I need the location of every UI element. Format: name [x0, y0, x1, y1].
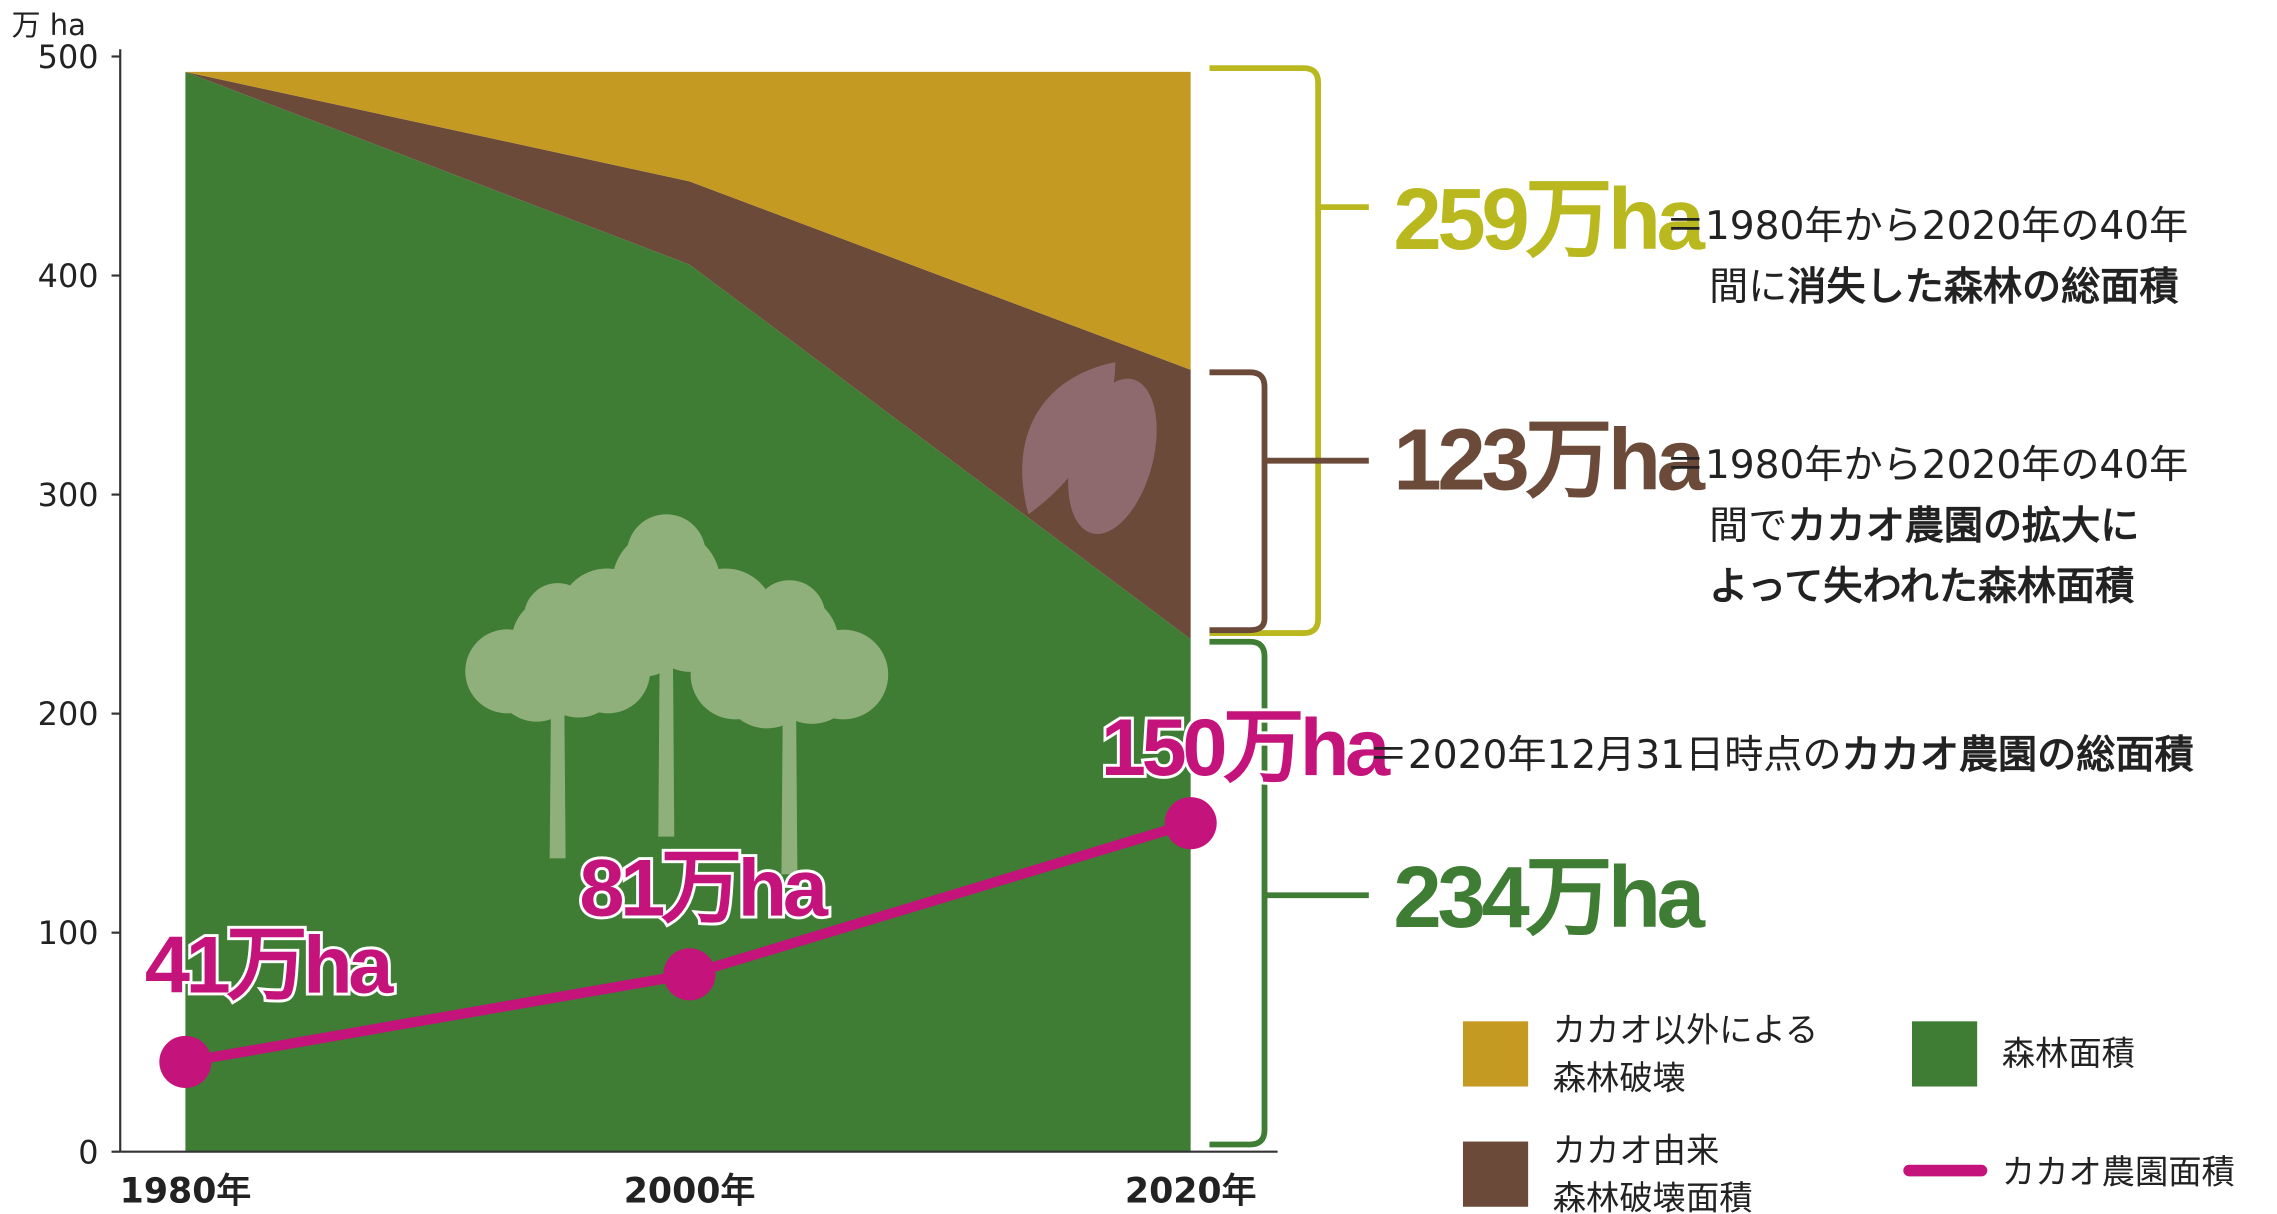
annotation-segment: ＝2020年12月31日時点の — [1369, 733, 1842, 778]
cacao-leaf — [1022, 362, 1116, 515]
y-tick-label: 300 — [38, 476, 99, 514]
bracket-cacao — [1209, 369, 1369, 634]
annotation-value: 123万ha — [1393, 412, 1705, 509]
cacao-pod — [1068, 378, 1157, 535]
y-tick-label: 100 — [38, 914, 99, 952]
brackets — [1209, 65, 1369, 1148]
illustration — [465, 362, 1157, 875]
bracket-forest — [1209, 638, 1369, 1148]
y-axis-label: 万 ha — [12, 8, 86, 42]
annotation-text: 間に消失した森林の総面積 — [1709, 265, 2178, 310]
x-tick-label: 2000年 — [624, 1171, 755, 1211]
annotation-text: 間でカカオ農園の拡大に — [1709, 504, 2139, 549]
annotation-text: ＝1980年から2020年の40年 — [1666, 443, 2189, 488]
y-tick-label: 500 — [38, 38, 99, 76]
x-tick-label: 1980年 — [120, 1171, 251, 1211]
legend-label: カカオ以外による — [1553, 1011, 1818, 1050]
legend-label: カカオ由来 — [1553, 1131, 1719, 1170]
tree-crown — [641, 573, 741, 672]
legend-swatch — [1462, 1141, 1529, 1207]
annotation-value: 234万ha — [1393, 849, 1705, 946]
annotation-segment: 間に — [1709, 265, 1787, 310]
legend-label: 森林面積 — [2002, 1034, 2135, 1073]
y-tick-label: 400 — [38, 257, 99, 295]
legend-swatch — [1911, 1021, 1978, 1087]
data-label: 150万ha — [1101, 703, 1391, 793]
annotation-text: ＝2020年12月31日時点のカカオ農園の総面積 — [1369, 733, 2194, 778]
area — [185, 71, 1191, 370]
annotation-text: ＝1980年から2020年の40年 — [1666, 204, 2189, 249]
data-label: 41万ha — [145, 920, 394, 1010]
legend-label: 森林破壊面積 — [1553, 1179, 1753, 1214]
x-tick-label: 2020年 — [1125, 1171, 1256, 1211]
data-label: 81万ha — [579, 844, 828, 934]
legend-label: カカオ農園面積 — [2002, 1153, 2235, 1192]
point — [1164, 797, 1217, 850]
annotation-text: よって失われた森林面積 — [1709, 565, 2134, 610]
annotation-segment: 消失した森林の総面積 — [1787, 265, 2178, 310]
legend-swatch — [1462, 1021, 1529, 1087]
bracket-total — [1209, 65, 1369, 636]
annotation-segment: ＝1980年から2020年の40年 — [1666, 204, 2189, 249]
annotation-value: 259万ha — [1393, 171, 1705, 268]
tree-crown — [766, 634, 857, 724]
annotation-segment: カカオ農園の総面積 — [1842, 733, 2194, 778]
annotation-segment: 間で — [1709, 504, 1787, 549]
annotation-segment: ＝1980年から2020年の40年 — [1666, 443, 2189, 488]
point — [159, 1035, 212, 1088]
annotation-segment: カカオ農園の拡大に — [1787, 504, 2139, 549]
y-tick-label: 0 — [78, 1133, 98, 1171]
y-tick-label: 200 — [38, 695, 99, 733]
point — [663, 948, 716, 1001]
annotation-segment: よって失われた森林面積 — [1709, 565, 2134, 610]
legend-label: 森林破壊 — [1553, 1058, 1686, 1097]
area — [185, 71, 1191, 640]
tree-crown — [626, 514, 706, 594]
